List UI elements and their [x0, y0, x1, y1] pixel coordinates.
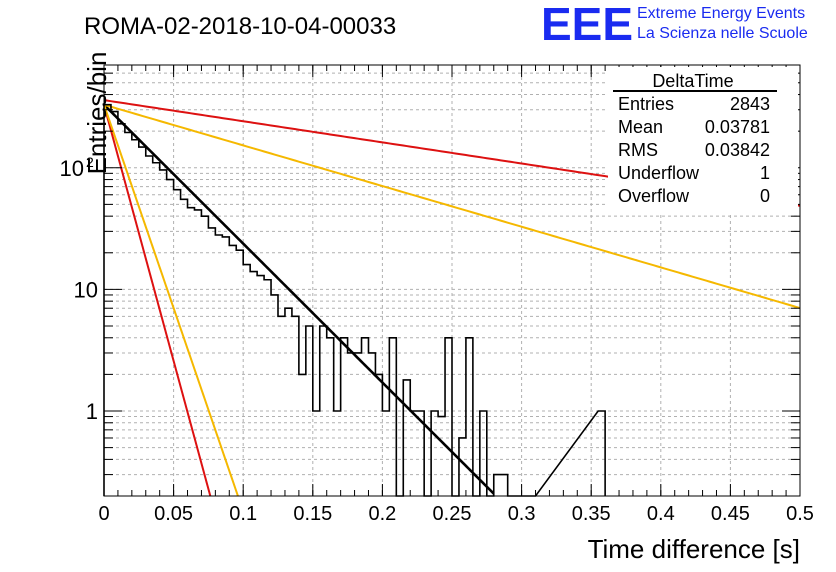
x-tick-label: 0.5 — [786, 503, 814, 525]
x-tick-label: 0.4 — [647, 503, 675, 525]
y-tick-label: 10 — [74, 277, 98, 302]
logo-line-2: La Scienza nelle Scuole — [637, 25, 808, 42]
stats-label: Overflow — [618, 186, 690, 206]
stats-value: 2843 — [730, 94, 770, 114]
stats-label: RMS — [618, 140, 658, 160]
x-axis-label: Time difference [s] — [588, 534, 800, 564]
stats-label: Mean — [618, 117, 663, 137]
x-tick-label: 0.2 — [368, 503, 396, 525]
x-tick-labels: 0 0.05 0.1 0.15 0.2 0.25 0.3 0.35 0.4 0.45 0.5 — [98, 503, 813, 525]
y-tick-exponent: 2 — [86, 154, 94, 170]
x-tick-label: 0.35 — [572, 503, 611, 525]
curve-orange-steep — [103, 104, 239, 497]
run-title: ROMA-02-2018-10-04-00033 — [84, 13, 396, 40]
curve-fit — [103, 103, 495, 495]
histogram — [103, 103, 606, 497]
y-axis-label: Entries/bin — [82, 52, 112, 175]
y-tick-label: 10 — [60, 156, 84, 181]
x-tick-label: 0.15 — [293, 503, 332, 525]
stats-value: 0.03842 — [705, 140, 770, 160]
y-tick-label: 1 — [86, 399, 98, 424]
stats-value: 0.03781 — [705, 117, 770, 137]
stats-label: Entries — [618, 94, 674, 114]
logo-line-1: Extreme Energy Events — [637, 5, 805, 22]
histogram-outline — [103, 103, 606, 497]
x-tick-label: 0.3 — [508, 503, 536, 525]
curve-red-steep — [103, 104, 212, 497]
stats-value: 0 — [760, 186, 770, 206]
stats-label: Underflow — [618, 163, 700, 183]
curve-orange-shallow — [103, 103, 801, 310]
x-tick-label: 0.45 — [711, 503, 750, 525]
stats-box: DeltaTime Entries 2843 Mean 0.03781 RMS 0.038… — [608, 67, 798, 212]
stats-title: DeltaTime — [652, 71, 733, 91]
x-tick-label: 0.25 — [433, 503, 472, 525]
x-tick-label: 0.05 — [154, 503, 193, 525]
x-tick-label: 0 — [98, 503, 109, 525]
eee-logo: EEE — [541, 0, 633, 50]
stats-value: 1 — [760, 163, 770, 183]
x-tick-label: 0.1 — [229, 503, 257, 525]
